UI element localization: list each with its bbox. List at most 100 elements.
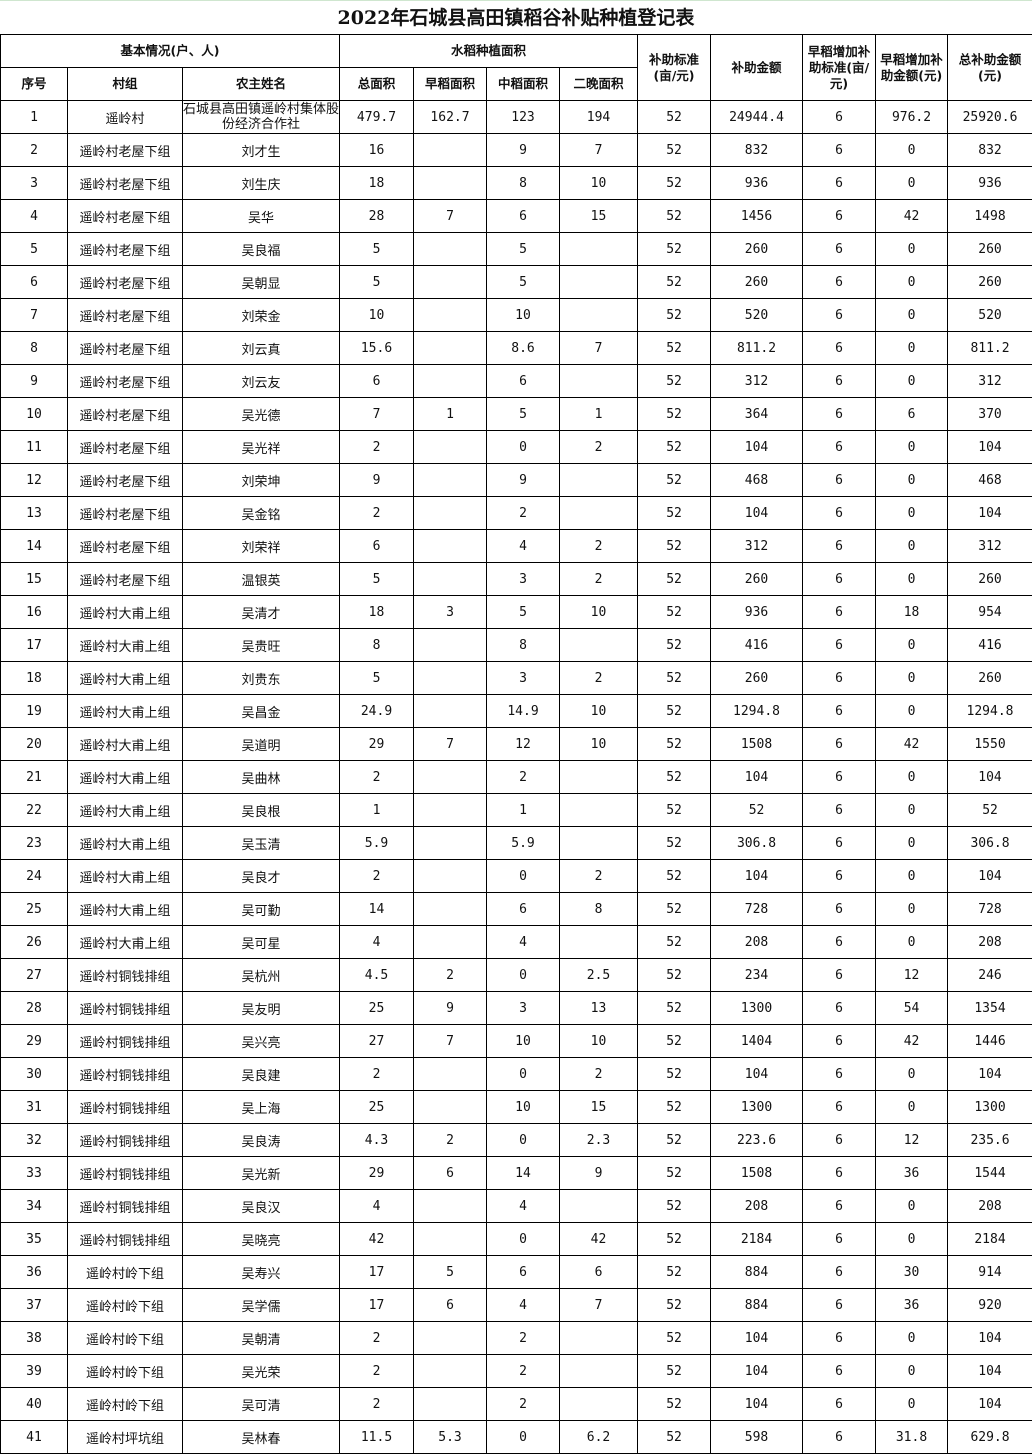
cell-early-amount: 0 [876, 1322, 948, 1355]
cell-early-standard: 6 [803, 1190, 876, 1223]
cell-total-amount: 104 [948, 497, 1032, 530]
cell-group: 遥岭村岭下组 [68, 1355, 183, 1388]
header-early-area: 早稻面积 [414, 68, 487, 101]
cell-early-amount: 36 [876, 1289, 948, 1322]
cell-early-standard: 6 [803, 497, 876, 530]
cell-total-area: 2 [340, 1388, 414, 1421]
cell-early-amount: 0 [876, 1388, 948, 1421]
cell-total-amount: 920 [948, 1289, 1032, 1322]
cell-amount: 208 [711, 926, 803, 959]
cell-late-area: 9 [560, 1157, 638, 1190]
cell-total-amount: 1446 [948, 1025, 1032, 1058]
cell-amount: 2184 [711, 1223, 803, 1256]
cell-early-standard: 6 [803, 926, 876, 959]
cell-seq: 16 [1, 596, 68, 629]
cell-standard: 52 [638, 827, 711, 860]
cell-early-amount: 976.2 [876, 101, 948, 134]
cell-early-area [414, 1322, 487, 1355]
cell-amount: 936 [711, 596, 803, 629]
cell-mid-area: 2 [487, 497, 560, 530]
cell-early-standard: 6 [803, 794, 876, 827]
cell-group: 遥岭村老屋下组 [68, 530, 183, 563]
cell-early-area [414, 860, 487, 893]
cell-standard: 52 [638, 332, 711, 365]
cell-early-amount: 0 [876, 794, 948, 827]
cell-seq: 32 [1, 1124, 68, 1157]
cell-group: 遥岭村岭下组 [68, 1256, 183, 1289]
cell-name: 吴良根 [183, 794, 340, 827]
cell-amount: 260 [711, 233, 803, 266]
cell-early-standard: 6 [803, 695, 876, 728]
cell-early-area: 9 [414, 992, 487, 1025]
cell-late-area: 15 [560, 1091, 638, 1124]
cell-total-area: 2 [340, 497, 414, 530]
cell-standard: 52 [638, 233, 711, 266]
cell-standard: 52 [638, 1190, 711, 1223]
cell-amount: 208 [711, 1190, 803, 1223]
cell-mid-area: 5 [487, 233, 560, 266]
cell-amount: 223.6 [711, 1124, 803, 1157]
cell-amount: 306.8 [711, 827, 803, 860]
cell-late-area [560, 761, 638, 794]
cell-group: 遥岭村铜钱排组 [68, 959, 183, 992]
cell-early-amount: 0 [876, 761, 948, 794]
cell-name: 吴兴亮 [183, 1025, 340, 1058]
cell-early-amount: 36 [876, 1157, 948, 1190]
cell-name: 刘荣坤 [183, 464, 340, 497]
cell-group: 遥岭村 [68, 101, 183, 134]
cell-group: 遥岭村老屋下组 [68, 266, 183, 299]
cell-standard: 52 [638, 860, 711, 893]
cell-total-area: 5 [340, 662, 414, 695]
cell-late-area: 2.5 [560, 959, 638, 992]
cell-standard: 52 [638, 1091, 711, 1124]
cell-standard: 52 [638, 1421, 711, 1454]
cell-mid-area: 2 [487, 1355, 560, 1388]
cell-standard: 52 [638, 926, 711, 959]
cell-early-area: 162.7 [414, 101, 487, 134]
cell-early-amount: 30 [876, 1256, 948, 1289]
cell-early-area [414, 530, 487, 563]
cell-early-amount: 0 [876, 167, 948, 200]
cell-late-area [560, 266, 638, 299]
cell-early-standard: 6 [803, 1322, 876, 1355]
cell-early-area [414, 893, 487, 926]
cell-group: 遥岭村老屋下组 [68, 563, 183, 596]
cell-total-amount: 208 [948, 1190, 1032, 1223]
cell-late-area [560, 1355, 638, 1388]
cell-standard: 52 [638, 1388, 711, 1421]
cell-amount: 104 [711, 761, 803, 794]
cell-amount: 1508 [711, 1157, 803, 1190]
cell-amount: 234 [711, 959, 803, 992]
cell-late-area: 8 [560, 893, 638, 926]
cell-standard: 52 [638, 695, 711, 728]
cell-group: 遥岭村老屋下组 [68, 365, 183, 398]
cell-group: 遥岭村大甫上组 [68, 794, 183, 827]
cell-early-area [414, 1355, 487, 1388]
cell-amount: 104 [711, 1355, 803, 1388]
cell-early-area: 6 [414, 1157, 487, 1190]
cell-standard: 52 [638, 629, 711, 662]
cell-amount: 312 [711, 530, 803, 563]
cell-total-amount: 954 [948, 596, 1032, 629]
cell-early-area [414, 926, 487, 959]
cell-group: 遥岭村铜钱排组 [68, 1157, 183, 1190]
cell-late-area [560, 1322, 638, 1355]
cell-early-area [414, 563, 487, 596]
header-total-amount: 总补助金额(元) [948, 35, 1032, 101]
cell-total-amount: 728 [948, 893, 1032, 926]
cell-late-area [560, 926, 638, 959]
cell-mid-area: 6 [487, 200, 560, 233]
cell-amount: 936 [711, 167, 803, 200]
cell-early-area: 7 [414, 200, 487, 233]
cell-group: 遥岭村老屋下组 [68, 431, 183, 464]
cell-standard: 52 [638, 1289, 711, 1322]
